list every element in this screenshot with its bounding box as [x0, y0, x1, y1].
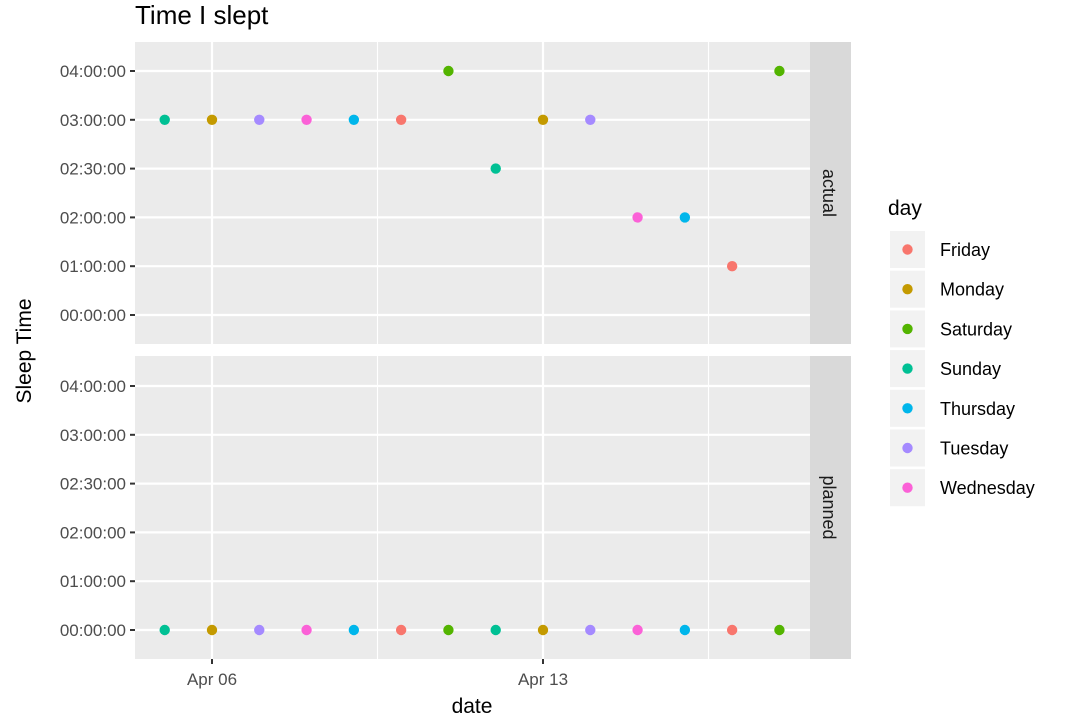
y-tick-label: 03:00:00	[60, 111, 126, 130]
data-point	[395, 114, 407, 126]
facet-panels: actual planned	[135, 42, 851, 659]
y-tick-label: 02:30:00	[60, 475, 126, 494]
y-tick-label: 01:00:00	[60, 572, 126, 591]
legend-label: Monday	[940, 280, 1004, 300]
legend-item: Saturday	[890, 310, 1012, 348]
legend-label: Friday	[940, 240, 990, 260]
y-tick-label: 00:00:00	[60, 306, 126, 325]
data-point	[395, 624, 407, 636]
legend-marker	[902, 244, 913, 255]
legend-label: Tuesday	[940, 439, 1008, 459]
data-point	[774, 624, 785, 636]
data-point	[348, 114, 360, 126]
facet-strip-label: actual	[819, 169, 839, 217]
y-tick-label: 00:00:00	[60, 621, 126, 640]
y-tick-label: 04:00:00	[60, 377, 126, 396]
legend-label: Wednesday	[940, 478, 1035, 498]
data-point	[679, 212, 691, 223]
y-axes: 00:00:00 01:00:00 02:00:00 02:30:00 03:00:00…	[60, 62, 135, 640]
x-axis-label: date	[452, 695, 493, 718]
data-point	[301, 114, 312, 126]
data-point	[206, 114, 218, 126]
facet-strip	[810, 356, 851, 659]
legend-item: Thursday	[890, 389, 1015, 427]
data-point	[537, 624, 549, 636]
y-tick-label: 01:00:00	[60, 257, 126, 276]
facet-strip-label: planned	[819, 475, 839, 539]
data-point	[159, 624, 170, 636]
facet-panel-planned: planned	[135, 356, 851, 659]
y-tick-label: 02:30:00	[60, 160, 126, 179]
y-tick-label: 04:00:00	[60, 62, 126, 81]
facet-strip	[810, 42, 851, 344]
legend-marker	[902, 284, 913, 295]
legend-marker	[902, 482, 913, 493]
data-point	[348, 624, 360, 636]
facet-panel-actual: actual	[135, 42, 851, 344]
y-tick-label: 02:00:00	[60, 208, 126, 227]
data-point	[206, 624, 218, 636]
y-tick-label: 02:00:00	[60, 523, 126, 542]
legend-item: Monday	[890, 270, 1004, 308]
data-point	[774, 65, 785, 77]
panel-background	[135, 42, 810, 344]
data-point	[679, 624, 691, 636]
legend-title: day	[888, 197, 922, 220]
data-point	[443, 624, 454, 636]
legend-marker	[902, 442, 913, 454]
data-point	[301, 624, 312, 636]
legend-label: Thursday	[940, 399, 1015, 419]
data-point	[537, 114, 549, 126]
panel-background	[135, 356, 810, 659]
y-tick-label: 03:00:00	[60, 426, 126, 445]
legend-label: Saturday	[940, 319, 1012, 339]
legend-item: Wednesday	[890, 469, 1035, 507]
data-point	[726, 624, 738, 636]
legend-label: Sunday	[940, 359, 1001, 379]
legend-marker	[902, 363, 913, 374]
y-axis-label: Sleep Time	[13, 298, 36, 403]
legend-marker	[902, 403, 913, 414]
data-point	[490, 624, 501, 636]
data-point	[254, 624, 265, 636]
legend-item: Sunday	[890, 350, 1001, 388]
data-point	[490, 163, 501, 174]
data-point	[585, 624, 596, 636]
data-point	[632, 212, 643, 223]
data-point	[585, 114, 596, 126]
chart-title: Time I slept	[135, 0, 269, 30]
x-axis: Apr 06 Apr 13	[187, 659, 568, 689]
data-point	[632, 624, 643, 636]
legend: day Friday Monday Saturday Sunday Thursday Tu…	[888, 197, 1035, 507]
legend-marker	[902, 323, 913, 335]
data-point	[254, 114, 265, 126]
x-tick-label: Apr 06	[187, 670, 237, 689]
legend-item: Friday	[890, 231, 990, 268]
data-point	[159, 114, 170, 126]
data-point	[443, 65, 454, 77]
data-point	[726, 261, 738, 272]
legend-item: Tuesday	[890, 429, 1008, 467]
x-tick-label: Apr 13	[518, 670, 568, 689]
